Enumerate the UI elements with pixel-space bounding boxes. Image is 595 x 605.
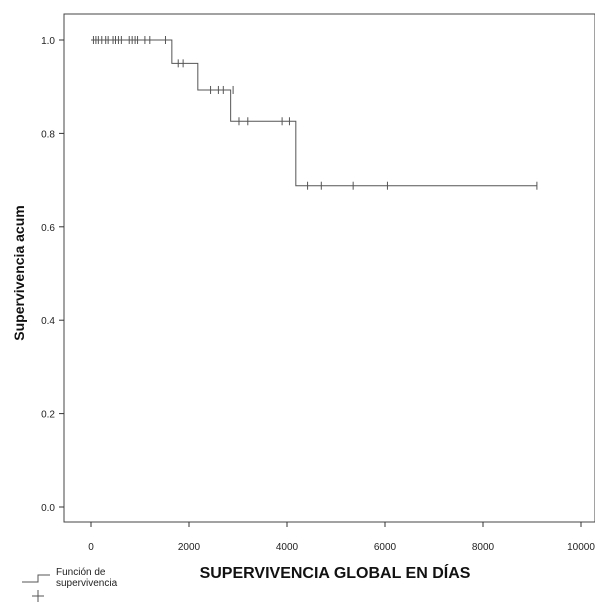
legend-step-line-icon — [22, 574, 50, 583]
series-layer — [91, 39, 537, 187]
y-axis: 0.0 0.2 0.4 0.6 0.8 1.0 — [41, 36, 64, 514]
y-tick-label: 0.8 — [41, 129, 55, 140]
legend-plus-icon — [32, 590, 44, 602]
x-axis: 0 2000 4000 6000 8000 10000 — [88, 522, 595, 553]
plot-frame — [63, 13, 595, 523]
y-axis-title: Supervivencia acum — [11, 205, 27, 340]
y-tick-label: 0.2 — [41, 410, 55, 421]
legend-label-line2: supervivencia — [56, 578, 118, 589]
legend-label-line1: Función de — [56, 567, 106, 578]
y-tick-label: 0.6 — [41, 223, 55, 234]
y-tick-label: 0.4 — [41, 316, 55, 327]
x-tick-label: 4000 — [276, 542, 299, 553]
x-tick-label: 10000 — [567, 542, 595, 553]
y-tick-label: 0.0 — [41, 503, 55, 514]
x-tick-label: 6000 — [374, 542, 397, 553]
legend: Función de supervivencia — [22, 567, 118, 602]
plot-area — [63, 13, 595, 523]
x-tick-label: 2000 — [178, 542, 201, 553]
censor-marks — [92, 36, 538, 190]
x-tick-label: 0 — [88, 542, 94, 553]
x-axis-title: SUPERVIVENCIA GLOBAL EN DÍAS — [200, 563, 471, 582]
y-tick-label: 1.0 — [41, 36, 55, 47]
x-tick-label: 8000 — [472, 542, 495, 553]
survival-step-line — [91, 39, 537, 187]
